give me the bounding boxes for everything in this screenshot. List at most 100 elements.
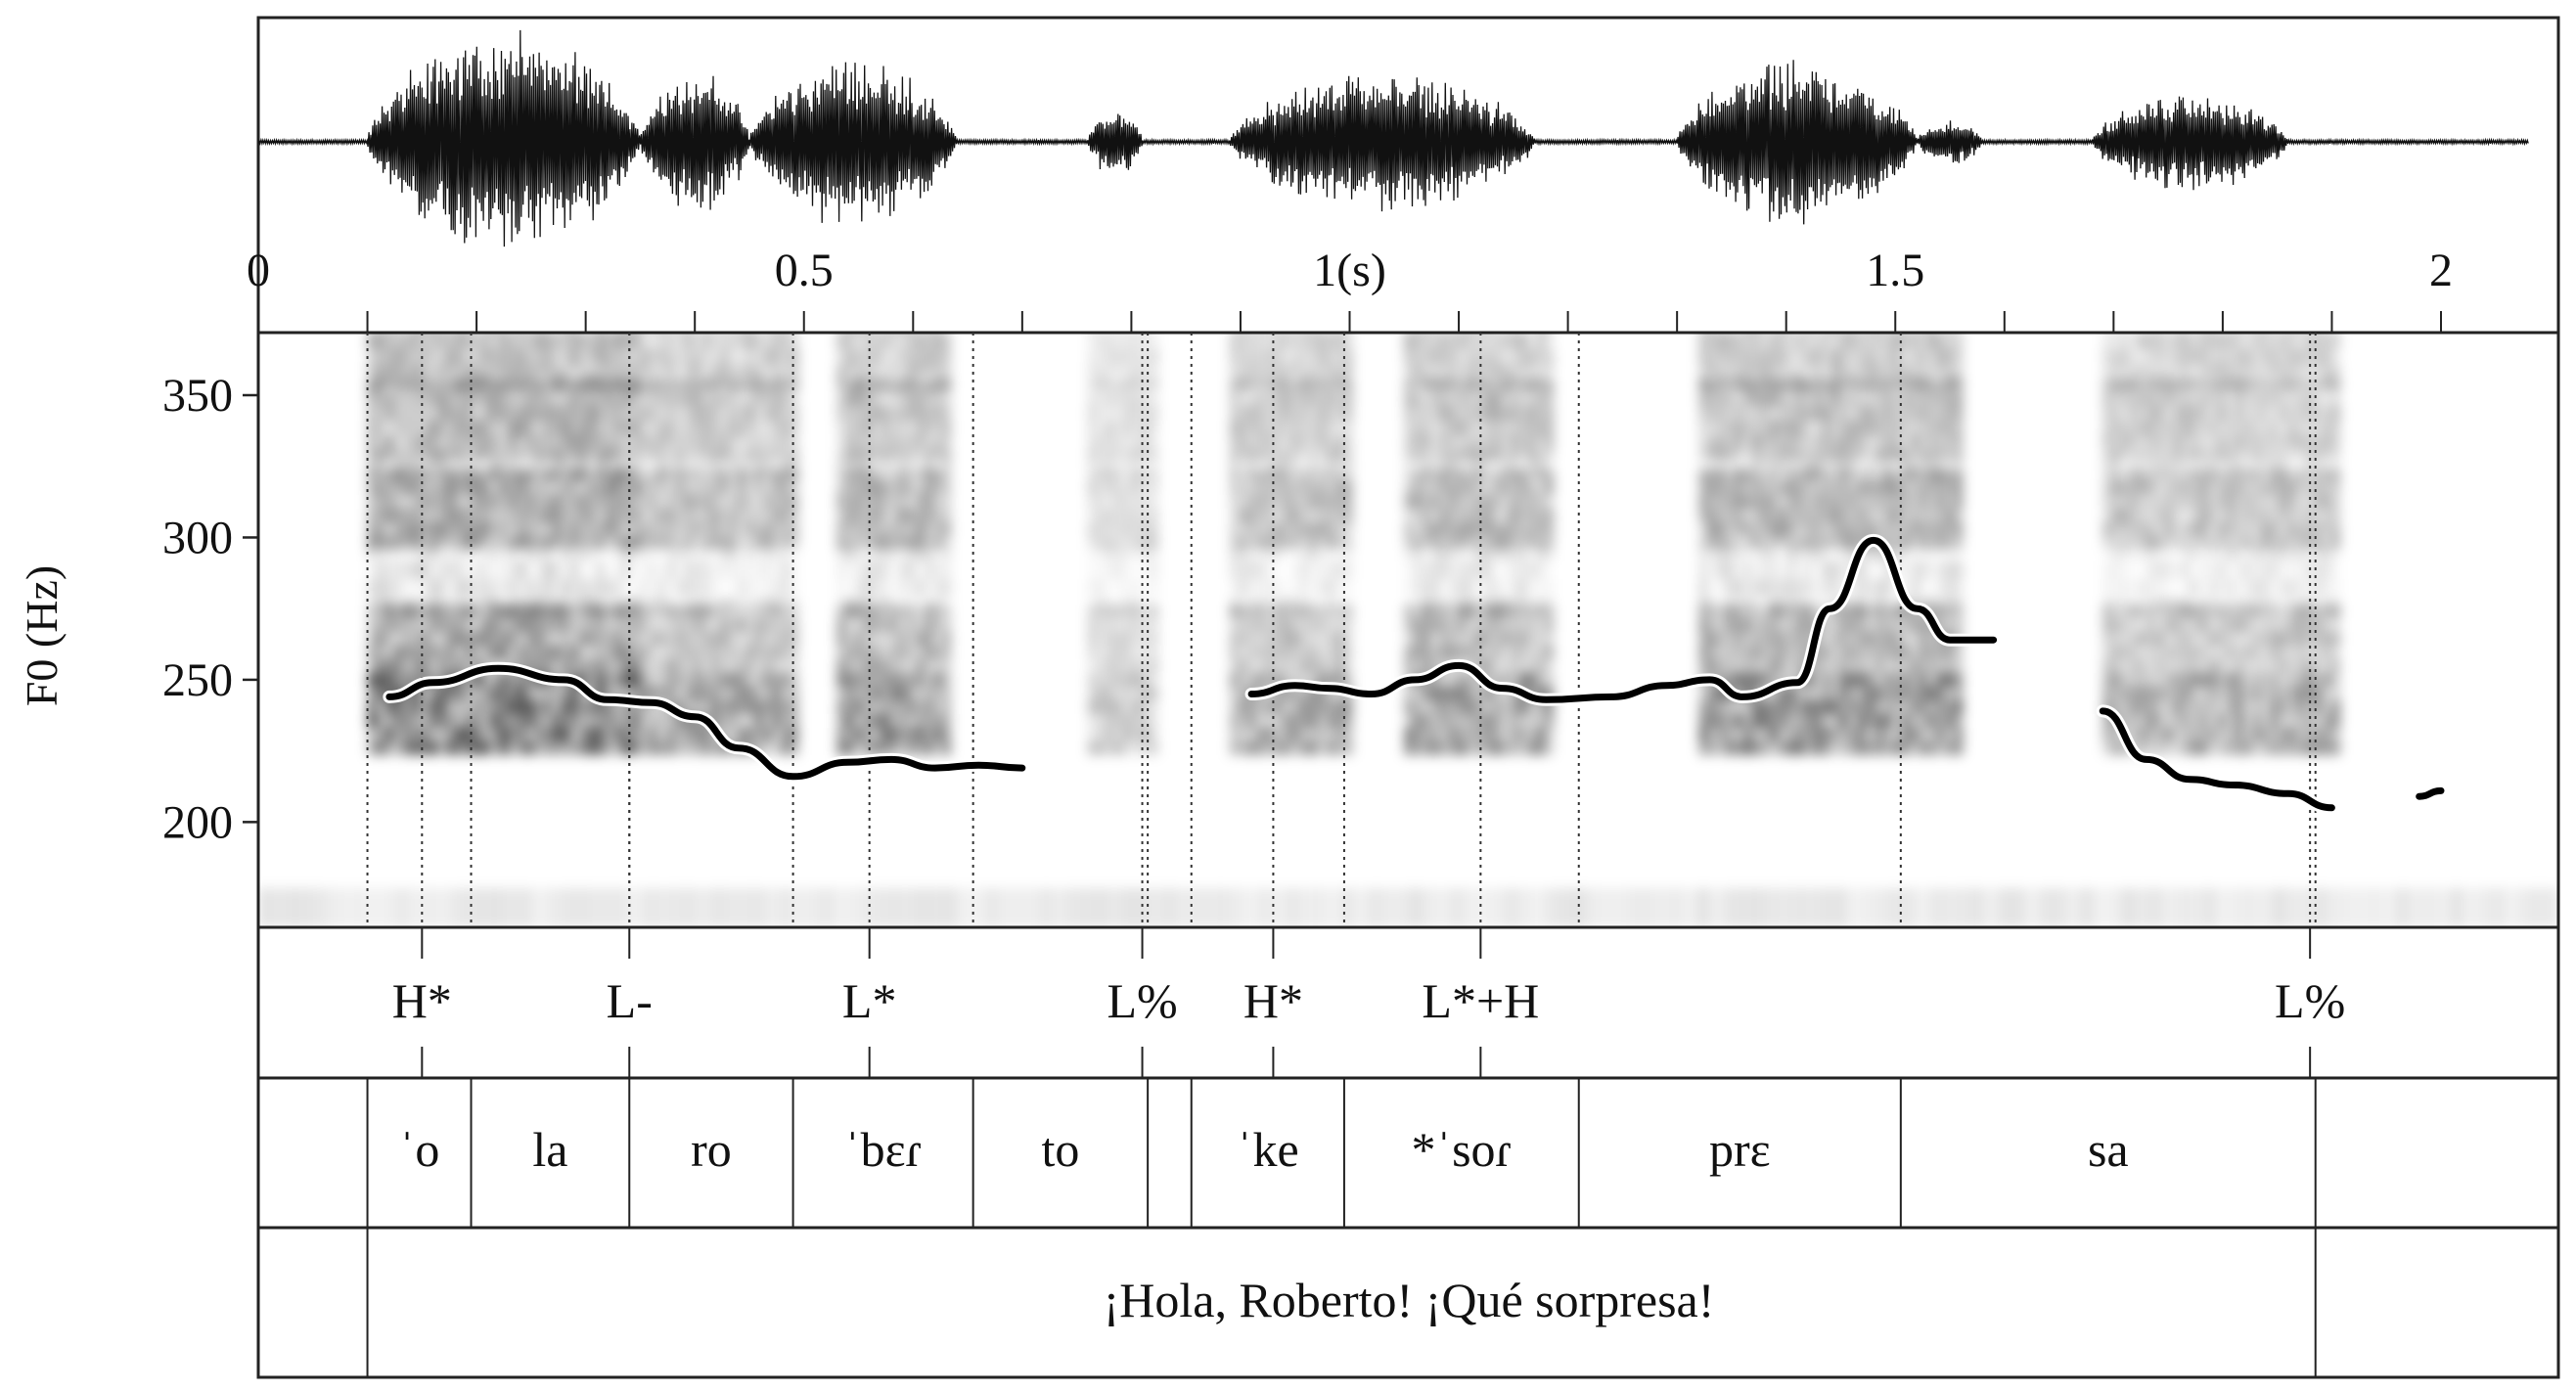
noise-cell <box>1724 888 1738 927</box>
spectral-cell <box>1334 605 1344 618</box>
spectral-cell <box>1326 579 1335 597</box>
noise-cell <box>1409 888 1423 927</box>
spectral-cell <box>1545 741 1555 755</box>
spectral-cell <box>1273 421 1283 438</box>
spectral-cell <box>569 509 579 526</box>
noise-cell <box>1381 888 1395 927</box>
spectral-cell <box>367 421 377 438</box>
spectral-cell <box>1105 646 1114 659</box>
spectral-cell <box>1518 491 1527 509</box>
spectral-cell <box>1474 544 1484 561</box>
spectral-cell <box>455 522 465 536</box>
spectral-cell <box>754 491 764 509</box>
spectral-cell <box>1308 348 1318 362</box>
spectral-cell <box>1122 468 1132 481</box>
spectral-cell <box>1545 714 1555 728</box>
spectral-cell <box>1122 333 1132 335</box>
spectral-cell <box>569 438 579 456</box>
spectral-cell <box>393 473 403 491</box>
spectral-cell <box>763 687 773 700</box>
spectral-cell <box>836 385 846 403</box>
spectral-cell <box>1122 403 1132 421</box>
spectral-cell <box>1430 646 1440 659</box>
spectral-cell <box>1448 673 1458 687</box>
spectral-cell <box>746 714 755 728</box>
spectral-cell <box>455 544 465 561</box>
spectral-cell <box>473 687 482 700</box>
spectral-cell <box>631 385 641 403</box>
spectral-cell <box>657 659 667 673</box>
spectral-cell <box>1113 333 1123 335</box>
noise-cell <box>546 888 560 927</box>
spectral-cell <box>1430 579 1440 597</box>
spectral-cell <box>845 714 855 728</box>
spectral-cell <box>1751 714 1761 728</box>
spectral-cell <box>1273 646 1283 659</box>
spectral-cell <box>402 728 412 741</box>
spectral-cell <box>1308 481 1318 495</box>
spectral-cell <box>1742 700 1752 714</box>
spectral-cell <box>763 632 773 646</box>
spectral-cell <box>482 456 491 473</box>
spectral-cell <box>719 714 729 728</box>
spectral-cell <box>907 646 917 659</box>
spectral-cell <box>649 741 658 755</box>
spectral-cell <box>1501 421 1511 438</box>
spectral-cell <box>1238 618 1247 632</box>
spectral-cell <box>499 438 509 456</box>
spectral-cell <box>1255 526 1265 544</box>
spectral-cell <box>631 403 641 421</box>
spectral-cell <box>553 544 562 561</box>
spectral-cell <box>836 741 846 755</box>
spectral-cell <box>1474 421 1484 434</box>
spectral-cell <box>429 368 438 385</box>
spectral-cell <box>1466 618 1475 632</box>
spectral-cell <box>746 536 755 550</box>
spectral-cell <box>1422 393 1431 407</box>
spectral-cell <box>1439 579 1448 597</box>
noise-cell <box>1244 888 1258 927</box>
spectral-cell <box>429 385 438 403</box>
spectral-cell <box>1760 448 1770 462</box>
spectral-cell <box>525 491 535 509</box>
spectral-cell <box>693 618 702 632</box>
spectral-cell <box>632 368 641 385</box>
spectral-cell <box>1536 421 1546 438</box>
spectral-cell <box>845 741 855 755</box>
spectral-cell <box>446 509 456 526</box>
spectral-cell <box>1751 438 1761 456</box>
noise-cell <box>614 888 628 927</box>
spectral-cell <box>569 659 579 673</box>
spectral-cell <box>1404 368 1414 385</box>
spectral-cell <box>1501 728 1511 741</box>
spectral-cell <box>666 468 676 481</box>
spectral-cell <box>1317 632 1327 646</box>
spectral-cell <box>1483 333 1493 335</box>
spectral-cell <box>1309 350 1318 368</box>
spectral-cell <box>1760 714 1770 728</box>
spectral-cell <box>1246 597 1256 614</box>
spectral-cell <box>561 509 570 522</box>
spectral-cell <box>1326 728 1335 741</box>
spectral-cell <box>605 403 614 421</box>
spectral-cell <box>622 376 632 389</box>
spectral-cell <box>1087 509 1097 522</box>
spectral-cell <box>1699 385 1708 403</box>
spectral-cell <box>1140 522 1150 536</box>
spectral-cell <box>1760 350 1770 368</box>
spectral-cell <box>640 333 650 350</box>
spectral-cell <box>569 597 579 614</box>
spectral-cell <box>881 544 890 561</box>
spectral-cell <box>737 526 746 544</box>
spectral-cell <box>446 421 456 438</box>
spectral-cell <box>569 385 579 403</box>
spectral-cell <box>1474 456 1484 473</box>
spectral-cell <box>1536 376 1546 389</box>
spectral-cell <box>455 597 465 614</box>
noise-cell <box>1916 888 1929 927</box>
spectral-cell <box>1246 646 1256 659</box>
spectral-cell <box>1309 473 1318 491</box>
spectral-cell <box>420 407 429 421</box>
spectral-cell <box>754 700 764 714</box>
spectral-cell <box>790 393 799 407</box>
